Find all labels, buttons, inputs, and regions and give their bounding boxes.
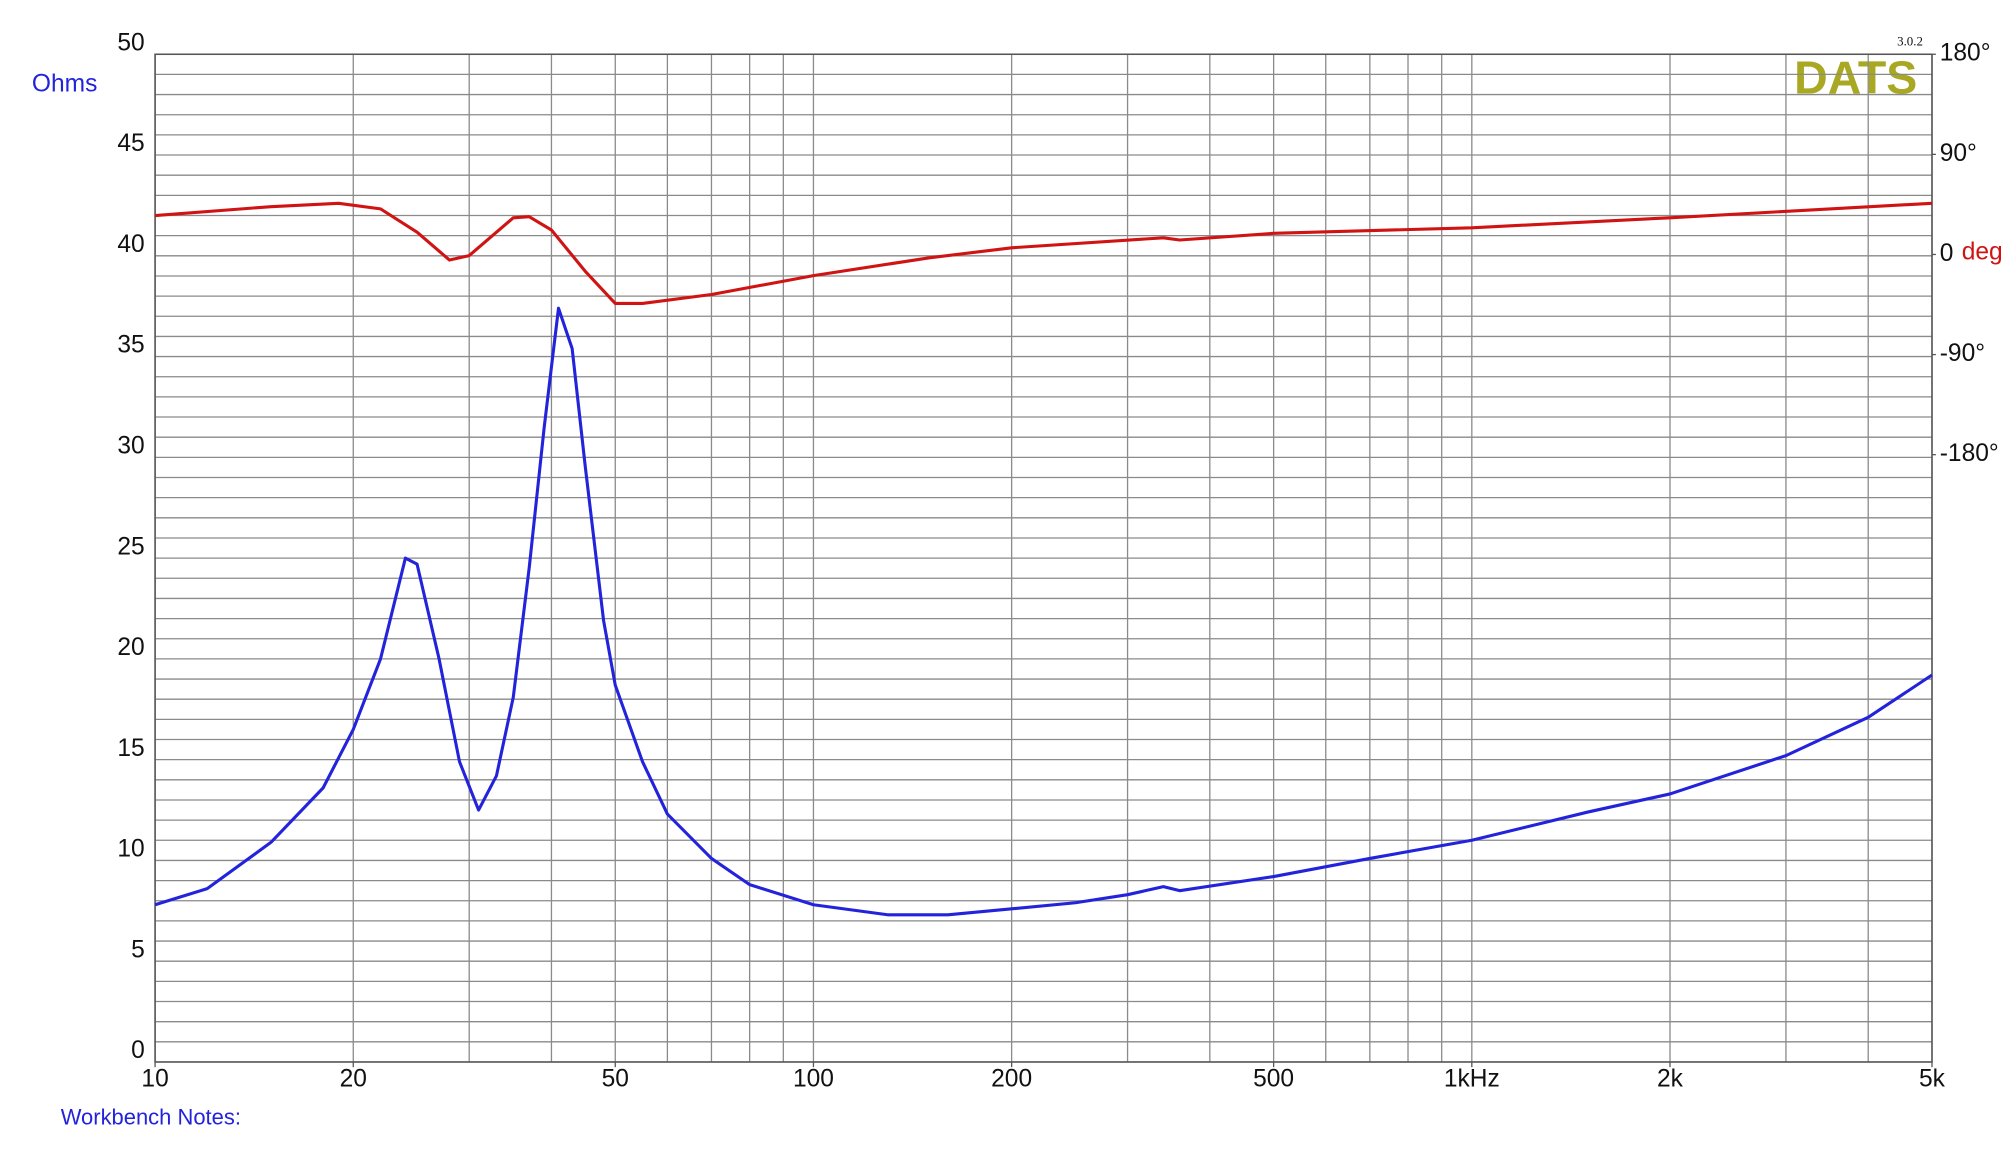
y-tick-label: 45	[117, 130, 144, 157]
x-tick-label: 50	[602, 1066, 629, 1093]
y-tick-label: 35	[117, 332, 144, 359]
y2-tick-label: -180°	[1940, 440, 1999, 467]
y-tick-label: 20	[117, 634, 144, 661]
notes-label: Workbench Notes:	[61, 1105, 241, 1130]
plot-frame	[154, 53, 1933, 1063]
y2-tick-label: 0	[1940, 240, 1954, 267]
y-axis-label: Ohms	[32, 71, 97, 98]
x-tick-label: 10	[141, 1066, 168, 1093]
y-tick-label: 50	[117, 29, 144, 56]
y-tick-label: 30	[117, 432, 144, 459]
y2-tick-label: 90°	[1940, 140, 1977, 167]
x-tick-label: 5k	[1919, 1066, 1946, 1093]
x-tick-label: 100	[793, 1066, 834, 1093]
y2-axis-label: deg	[1962, 239, 2003, 266]
y-tick-label: 15	[117, 735, 144, 762]
y-tick-label: 10	[117, 836, 144, 863]
y2-tick-label: 180°	[1940, 40, 1991, 67]
y2-tick-label: -90°	[1940, 340, 1985, 367]
x-tick-label: 1kHz	[1444, 1066, 1500, 1093]
y-tick-label: 25	[117, 533, 144, 560]
x-tick-label: 20	[340, 1066, 367, 1093]
x-tick-label: 500	[1253, 1066, 1294, 1093]
series-line	[154, 201, 1933, 305]
x-tick-label: 2k	[1657, 1066, 1684, 1093]
x-tick-label: 200	[991, 1066, 1032, 1093]
series-line	[154, 306, 1933, 917]
y-tick-label: 40	[117, 231, 144, 258]
y-tick-label: 0	[131, 1037, 145, 1064]
y-tick-label: 5	[131, 936, 145, 963]
version: 3.0.2	[1897, 34, 1923, 49]
logo: DATS	[1794, 52, 1917, 104]
